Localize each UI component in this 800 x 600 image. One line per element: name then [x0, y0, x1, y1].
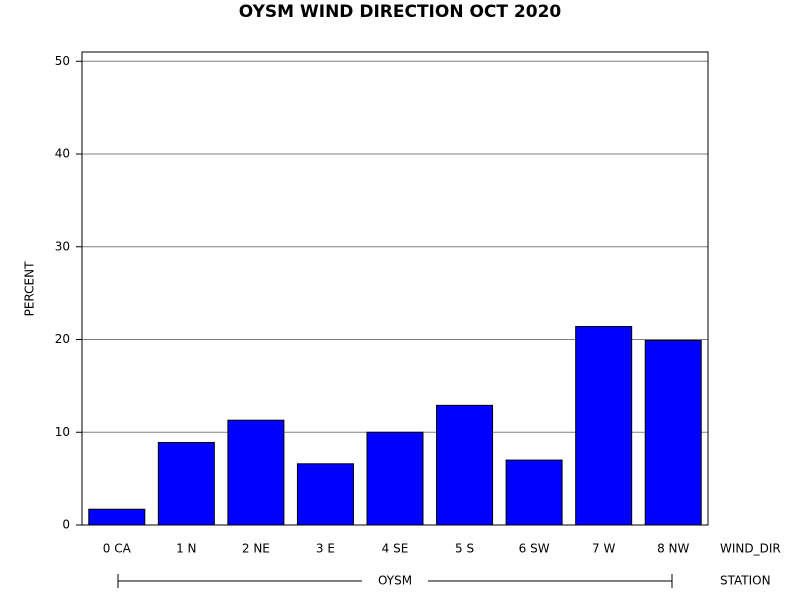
bar [157, 441, 215, 526]
bar [227, 419, 285, 526]
group-axis: OYSM [117, 574, 673, 588]
x-tick-label: 3 E [316, 542, 335, 556]
y-tick-label: 40 [55, 147, 70, 161]
chart-title: OYSM WIND DIRECTION OCT 2020 [239, 2, 562, 22]
bar [436, 404, 494, 526]
group-axis-label: STATION [720, 574, 771, 588]
x-tick-label: 0 CA [103, 542, 132, 556]
y-tick-label: 0 [62, 518, 70, 532]
bar [296, 463, 354, 526]
x-axis-label: WIND_DIR [720, 542, 781, 556]
y-tick-label: 30 [55, 239, 70, 253]
y-tick-label: 50 [55, 54, 70, 68]
y-tick-label: 10 [55, 425, 70, 439]
bar [644, 339, 702, 526]
bar [88, 508, 146, 526]
bar [575, 326, 633, 526]
x-tick-label: 2 NE [242, 542, 270, 556]
group-name: OYSM [378, 574, 412, 588]
x-tick-label: 4 SE [382, 542, 409, 556]
x-tick-label: 6 SW [519, 542, 550, 556]
x-tick-label: 8 NW [657, 542, 689, 556]
bar [505, 459, 563, 526]
x-tick-label: 5 S [455, 542, 474, 556]
x-tick-label: 7 W [592, 542, 615, 556]
y-tick-label: 20 [55, 332, 70, 346]
y-axis-label: PERCENT [23, 261, 37, 316]
plot-frame [81, 51, 709, 526]
bar [366, 431, 424, 526]
x-tick-label: 1 N [176, 542, 196, 556]
